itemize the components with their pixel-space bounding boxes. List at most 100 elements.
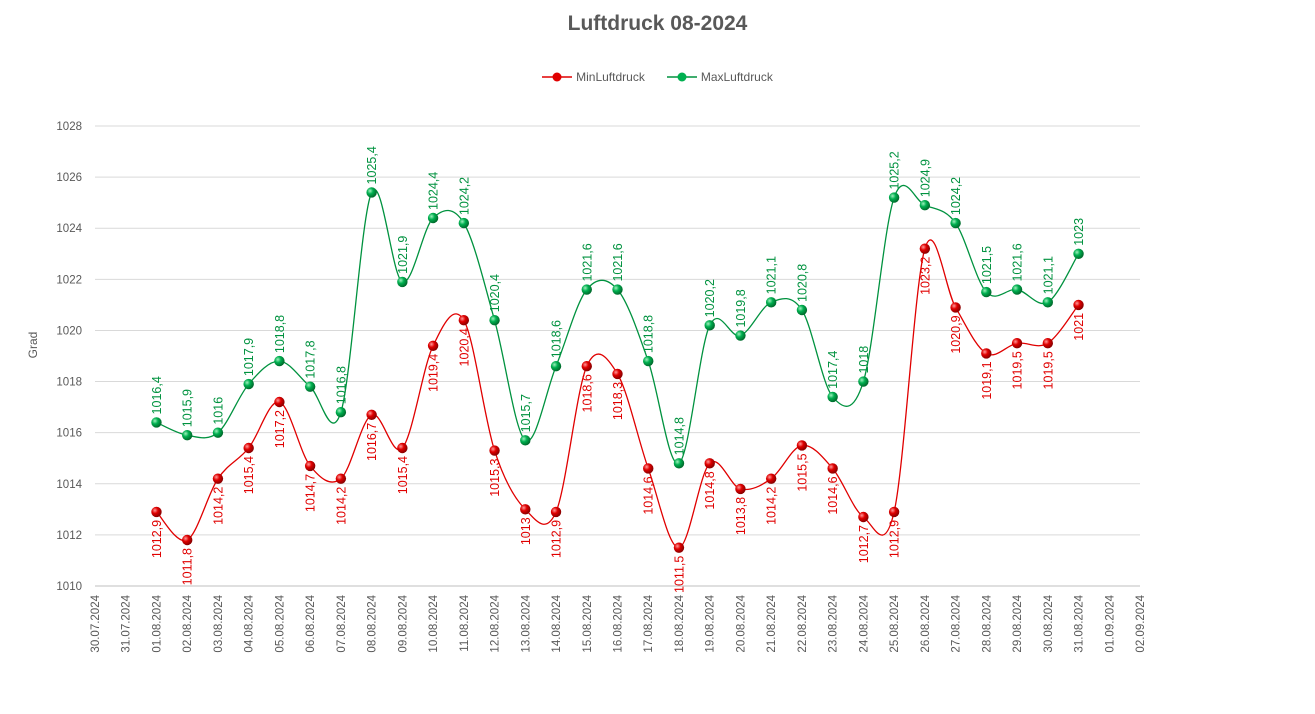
data-label-min: 1017,2	[273, 410, 287, 448]
data-label-max: 1024,9	[918, 159, 932, 197]
data-point-min[interactable]	[643, 463, 654, 474]
x-tick-label: 10.08.2024	[428, 594, 440, 652]
data-point-min[interactable]	[427, 340, 439, 351]
data-label-min: 1014,2	[211, 487, 225, 525]
data-point-max[interactable]	[182, 430, 193, 441]
data-point-min[interactable]	[673, 542, 685, 553]
data-point-min[interactable]	[981, 348, 992, 359]
data-point-min[interactable]	[704, 458, 715, 469]
legend-item-min[interactable]: MinLuftdruck	[542, 70, 645, 84]
data-label-min: 1014,6	[642, 476, 656, 514]
y-tick-label: 1026	[56, 172, 82, 184]
data-point-min[interactable]	[182, 534, 193, 546]
data-point-max[interactable]	[1011, 284, 1023, 295]
x-tick-label: 16.08.2024	[613, 594, 625, 652]
legend: MinLuftdruck MaxLuftdruck	[0, 70, 1315, 84]
data-label-max: 1020,4	[488, 274, 502, 312]
data-point-min[interactable]	[397, 442, 408, 454]
data-point-max[interactable]	[427, 212, 439, 224]
data-point-max[interactable]	[919, 200, 931, 211]
data-point-min[interactable]	[950, 302, 961, 313]
data-point-max[interactable]	[397, 276, 408, 288]
x-tick-label: 30.07.2024	[90, 594, 102, 652]
data-point-max[interactable]	[304, 381, 316, 392]
data-point-min[interactable]	[1042, 338, 1053, 349]
data-label-min: 1014,7	[304, 474, 318, 512]
data-point-max[interactable]	[827, 391, 838, 403]
data-point-min[interactable]	[888, 506, 900, 518]
data-point-max[interactable]	[643, 355, 654, 367]
data-point-min[interactable]	[243, 442, 254, 454]
data-point-max[interactable]	[673, 458, 685, 469]
data-point-min[interactable]	[151, 506, 162, 518]
x-tick-label: 08.08.2024	[367, 594, 379, 652]
data-point-max[interactable]	[796, 304, 808, 316]
chart-title: Luftdruck 08-2024	[567, 12, 748, 35]
data-point-max[interactable]	[274, 355, 285, 367]
data-point-max[interactable]	[520, 435, 531, 446]
data-point-min[interactable]	[489, 445, 500, 456]
data-label-max: 1021,1	[765, 256, 779, 294]
data-point-min[interactable]	[735, 483, 746, 495]
data-label-min: 1018,3	[611, 382, 625, 420]
data-point-max[interactable]	[981, 286, 992, 298]
data-point-min[interactable]	[581, 361, 592, 372]
data-point-min[interactable]	[796, 440, 808, 451]
data-point-min[interactable]	[274, 396, 285, 408]
data-point-min[interactable]	[458, 315, 470, 326]
x-tick-label: 05.08.2024	[274, 594, 286, 652]
x-tick-label: 27.08.2024	[951, 594, 963, 652]
legend-item-max[interactable]: MaxLuftdruck	[666, 70, 773, 84]
data-label-min: 1019,5	[1041, 351, 1055, 389]
data-point-max[interactable]	[151, 417, 162, 428]
data-point-max[interactable]	[950, 217, 961, 229]
data-label-max: 1018,8	[642, 315, 656, 353]
data-point-max[interactable]	[212, 427, 224, 438]
data-point-min[interactable]	[827, 463, 838, 474]
data-point-max[interactable]	[581, 284, 592, 295]
data-point-max[interactable]	[458, 217, 470, 229]
data-point-min[interactable]	[765, 473, 777, 484]
data-point-max[interactable]	[1073, 248, 1084, 259]
data-point-min[interactable]	[1011, 338, 1023, 349]
data-point-max[interactable]	[612, 284, 623, 295]
data-point-min[interactable]	[212, 473, 224, 484]
data-label-max: 1021,1	[1041, 256, 1055, 294]
data-point-max[interactable]	[858, 376, 869, 387]
data-label-max: 1021,6	[1011, 243, 1025, 281]
data-point-min[interactable]	[366, 409, 377, 420]
data-point-max[interactable]	[735, 330, 746, 341]
data-label-min: 1015,4	[242, 456, 256, 494]
x-tick-label: 24.08.2024	[858, 594, 870, 652]
data-label-max: 1020,8	[795, 264, 809, 302]
data-label-max: 1025,4	[365, 146, 379, 184]
data-point-max[interactable]	[335, 407, 347, 418]
data-point-max[interactable]	[243, 378, 254, 390]
x-tick-label: 21.08.2024	[766, 594, 778, 652]
data-label-min: 1023,2	[918, 257, 932, 295]
data-point-min[interactable]	[520, 504, 531, 515]
data-point-max[interactable]	[765, 297, 777, 308]
data-label-min: 1021	[1072, 313, 1086, 341]
x-tick-label: 02.08.2024	[182, 594, 194, 652]
data-point-min[interactable]	[1073, 299, 1084, 311]
data-label-min: 1015,4	[396, 456, 410, 494]
data-point-max[interactable]	[489, 315, 500, 326]
data-point-min[interactable]	[612, 368, 623, 380]
x-tick-label: 19.08.2024	[705, 594, 717, 652]
data-point-max[interactable]	[1042, 297, 1053, 308]
x-tick-label: 04.08.2024	[244, 594, 256, 652]
data-point-max[interactable]	[550, 361, 562, 372]
data-point-max[interactable]	[888, 192, 900, 203]
data-point-min[interactable]	[858, 511, 869, 523]
x-tick-label: 01.09.2024	[1104, 594, 1116, 652]
data-point-min[interactable]	[304, 460, 316, 472]
data-point-max[interactable]	[704, 320, 715, 331]
data-point-min[interactable]	[335, 473, 347, 484]
data-label-min: 1020,9	[949, 315, 963, 353]
data-point-max[interactable]	[366, 187, 377, 198]
data-point-min[interactable]	[919, 243, 931, 254]
data-point-min[interactable]	[550, 506, 562, 518]
data-label-max: 1015,9	[181, 389, 195, 427]
data-label-max: 1019,8	[734, 289, 748, 327]
